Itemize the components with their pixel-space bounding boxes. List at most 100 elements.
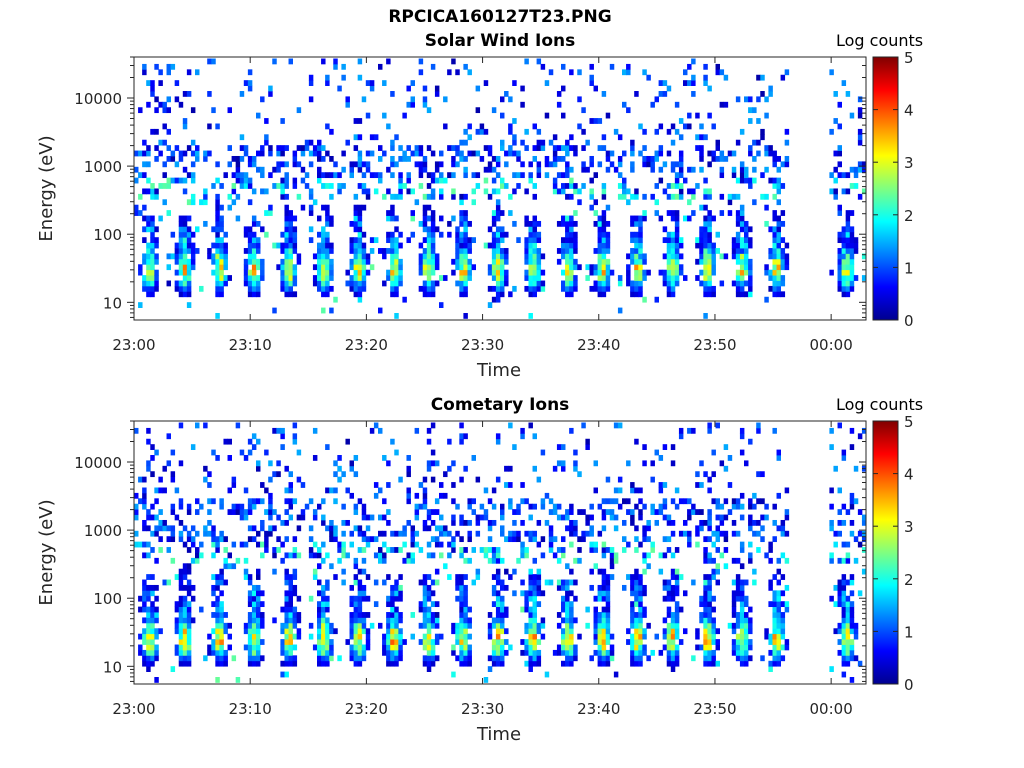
spectrogram-cell <box>231 172 237 179</box>
spectrogram-cell <box>609 563 615 570</box>
spectrogram-cell <box>256 498 261 505</box>
spectrogram-cell <box>382 530 387 537</box>
spectrogram-cell <box>634 547 639 553</box>
spectrogram-cell <box>687 498 692 505</box>
spectrogram-cell <box>524 590 529 597</box>
spectrogram-cell <box>138 649 143 656</box>
spectrogram-cell <box>268 530 273 537</box>
spectrogram-cell <box>829 172 834 179</box>
spectrogram-cell <box>365 536 371 543</box>
spectrogram-cell <box>483 177 489 184</box>
spectrogram-cell <box>483 166 489 173</box>
spectrogram-cell <box>707 210 712 216</box>
spectrogram-cell <box>845 595 851 602</box>
spectrogram-cell <box>613 557 619 564</box>
spectrogram-cell <box>565 601 570 608</box>
spectrogram-cell <box>658 482 664 488</box>
spectrogram-cell <box>504 584 509 591</box>
spectrogram-cell <box>707 285 712 292</box>
spectrogram-cell <box>495 231 501 238</box>
spectrogram-cell <box>841 557 847 564</box>
spectrogram-cell <box>605 248 611 254</box>
spectrogram-cell <box>491 258 497 265</box>
spectrogram-cell <box>170 536 176 543</box>
spectrogram-cell <box>609 509 615 515</box>
spectrogram-cell <box>601 547 607 553</box>
spectrogram-cell <box>325 291 330 298</box>
spectrogram-cell <box>451 215 456 222</box>
spectrogram-cell <box>678 433 684 440</box>
spectrogram-cell <box>837 161 842 168</box>
spectrogram-cell <box>565 161 570 168</box>
spectrogram-cell <box>634 258 639 265</box>
spectrogram-cell <box>333 628 338 635</box>
spectrogram-cell <box>601 568 607 575</box>
spectrogram-cell <box>630 145 635 151</box>
spectrogram-cell <box>207 509 212 515</box>
spectrogram-cell <box>439 552 444 559</box>
spectrogram-cell <box>776 557 781 564</box>
spectrogram-cell <box>719 503 725 510</box>
spectrogram-cell <box>451 145 456 151</box>
spectrogram-cell <box>434 612 440 618</box>
spectrogram-cell <box>219 498 224 505</box>
spectrogram-cell <box>565 150 570 157</box>
spectrogram-cell <box>467 617 472 624</box>
spectrogram-cell <box>459 639 464 645</box>
spectrogram-cell <box>678 269 684 276</box>
spectrogram-cell <box>247 595 253 602</box>
spectrogram-cell <box>170 231 176 238</box>
spectrogram-cell <box>589 204 594 211</box>
spectrogram-cell <box>243 568 249 575</box>
spectrogram-cell <box>410 210 415 216</box>
spectrogram-cell <box>495 476 501 483</box>
spectrogram-cell <box>552 503 558 510</box>
spectrogram-cell <box>723 530 729 537</box>
spectrogram-cell <box>247 509 253 515</box>
spectrogram-cell <box>674 574 680 580</box>
spectrogram-cell <box>467 606 472 613</box>
spectrogram-cell <box>764 269 769 276</box>
spectrogram-cell <box>487 193 493 200</box>
spectrogram-cell <box>357 579 363 586</box>
spectrogram-cell <box>719 69 725 76</box>
spectrogram-cell <box>211 584 216 591</box>
spectrogram-cell <box>349 237 354 244</box>
spectrogram-cell <box>256 264 261 271</box>
spectrogram-cell <box>528 291 533 298</box>
spectrogram-cell <box>711 248 716 254</box>
spectrogram-cell <box>447 574 452 580</box>
spectrogram-cell <box>565 563 570 570</box>
spectrogram-cell <box>280 606 285 613</box>
spectrogram-cell <box>280 242 285 249</box>
spectrogram-cell <box>447 552 452 559</box>
spectrogram-cell <box>134 530 139 537</box>
spectrogram-cell <box>508 291 513 298</box>
spectrogram-cell <box>508 123 513 130</box>
spectrogram-cell <box>394 649 399 656</box>
spectrogram-cell <box>284 639 289 645</box>
spectrogram-cell <box>251 444 257 450</box>
spectrogram-cell <box>573 655 578 662</box>
spectrogram-cell <box>536 622 542 629</box>
spectrogram-cell <box>670 237 676 244</box>
spectrogram-cell <box>398 280 403 287</box>
spectrogram-cell <box>593 563 598 570</box>
spectrogram-cell <box>150 269 155 276</box>
spectrogram-cell <box>500 584 505 591</box>
spectrogram-cell <box>642 444 647 450</box>
spectrogram-cell <box>280 150 285 157</box>
spectrogram-cell <box>154 557 159 564</box>
spectrogram-cell <box>251 617 257 624</box>
spectrogram-cell <box>312 574 318 580</box>
spectrogram-cell <box>593 649 598 656</box>
spectrogram-cell <box>532 183 537 189</box>
spectrogram-cell <box>528 503 533 510</box>
spectrogram-cell <box>325 617 330 624</box>
spectrogram-cell <box>223 628 228 635</box>
spectrogram-cell <box>512 568 517 575</box>
spectrogram-cell <box>748 118 753 124</box>
spectrogram-cell <box>638 231 643 238</box>
spectrogram-cell <box>243 231 249 238</box>
spectrogram-cell <box>178 617 184 624</box>
